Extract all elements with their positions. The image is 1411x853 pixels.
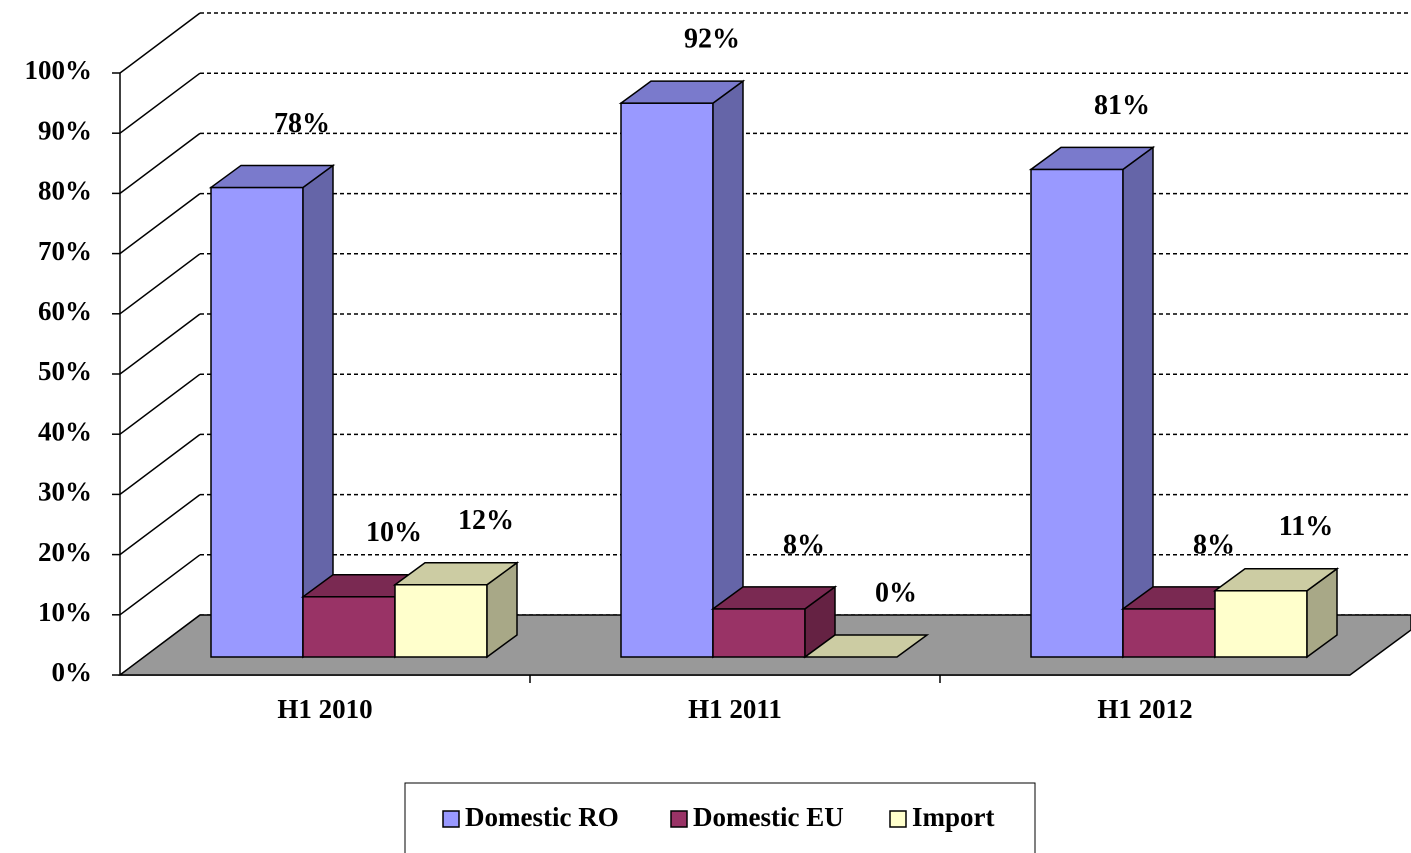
legend-label: Domestic EU: [693, 802, 844, 832]
y-tick-label: 0%: [52, 657, 93, 687]
bar-front: [620, 102, 714, 658]
bar-front: [712, 608, 806, 658]
y-tick-label: 10%: [38, 597, 92, 627]
wall-line: [119, 72, 201, 134]
wall-line: [119, 313, 201, 375]
y-tick-label: 40%: [38, 416, 92, 446]
data-label: 8%: [783, 529, 825, 560]
y-tick-label: 90%: [38, 115, 92, 145]
bar-side: [1122, 145, 1154, 659]
bar-top: [618, 80, 746, 104]
data-label: 10%: [366, 517, 422, 548]
legend-label: Domestic RO: [465, 802, 619, 832]
wall-line: [119, 12, 201, 74]
bar: [710, 585, 838, 659]
wall-line: [119, 494, 201, 556]
bar: [1212, 567, 1340, 659]
wall-line: [119, 373, 201, 435]
bar-top: [1028, 146, 1156, 171]
legend-label: Import: [912, 802, 995, 832]
y-tick-label: 30%: [38, 477, 92, 507]
legend-swatch: [889, 810, 907, 828]
bar-front: [210, 186, 304, 658]
x-tick-label: H1 2011: [688, 694, 782, 724]
data-label: 12%: [458, 505, 514, 536]
wall-line: [119, 193, 201, 255]
bar-top: [710, 586, 838, 610]
x-tick-label: H1 2012: [1097, 694, 1192, 724]
y-tick-label: 100%: [25, 55, 93, 85]
legend-swatch: [442, 810, 460, 828]
legend-swatch: [670, 810, 688, 828]
data-label: 78%: [274, 108, 330, 139]
bar-top: [392, 562, 520, 586]
bar-top: [208, 164, 336, 189]
y-tick-label: 50%: [38, 356, 92, 386]
bar-side: [712, 79, 744, 659]
data-label: 81%: [1094, 90, 1150, 121]
bar: [618, 79, 746, 659]
y-tick-label: 60%: [38, 296, 92, 326]
bar-front: [1122, 608, 1216, 658]
y-tick-label: 80%: [38, 176, 92, 206]
legend-box: [404, 782, 1036, 853]
wall-line: [119, 433, 201, 495]
data-label: 92%: [684, 24, 740, 55]
data-label: 11%: [1279, 511, 1333, 542]
y-tick-label: 20%: [38, 537, 92, 567]
bar: [392, 561, 520, 659]
bar: [208, 163, 336, 659]
y-tick-label: 70%: [38, 236, 92, 266]
bar-top: [802, 634, 930, 658]
bar-front: [1030, 168, 1124, 658]
bar-front: [394, 584, 488, 658]
bar-top: [1212, 568, 1340, 592]
wall-line: [119, 554, 201, 616]
x-tick-label: H1 2010: [277, 694, 372, 724]
bar: [1028, 145, 1156, 659]
bar-front: [1214, 590, 1308, 658]
wall-line: [119, 132, 201, 194]
wall-line: [119, 253, 201, 315]
bar-front: [302, 596, 396, 658]
bar: [802, 634, 930, 658]
data-label: 0%: [875, 577, 917, 608]
data-label: 8%: [1193, 529, 1235, 560]
